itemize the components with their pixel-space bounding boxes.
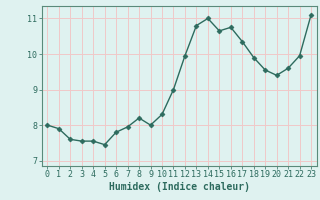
X-axis label: Humidex (Indice chaleur): Humidex (Indice chaleur) [109, 182, 250, 192]
